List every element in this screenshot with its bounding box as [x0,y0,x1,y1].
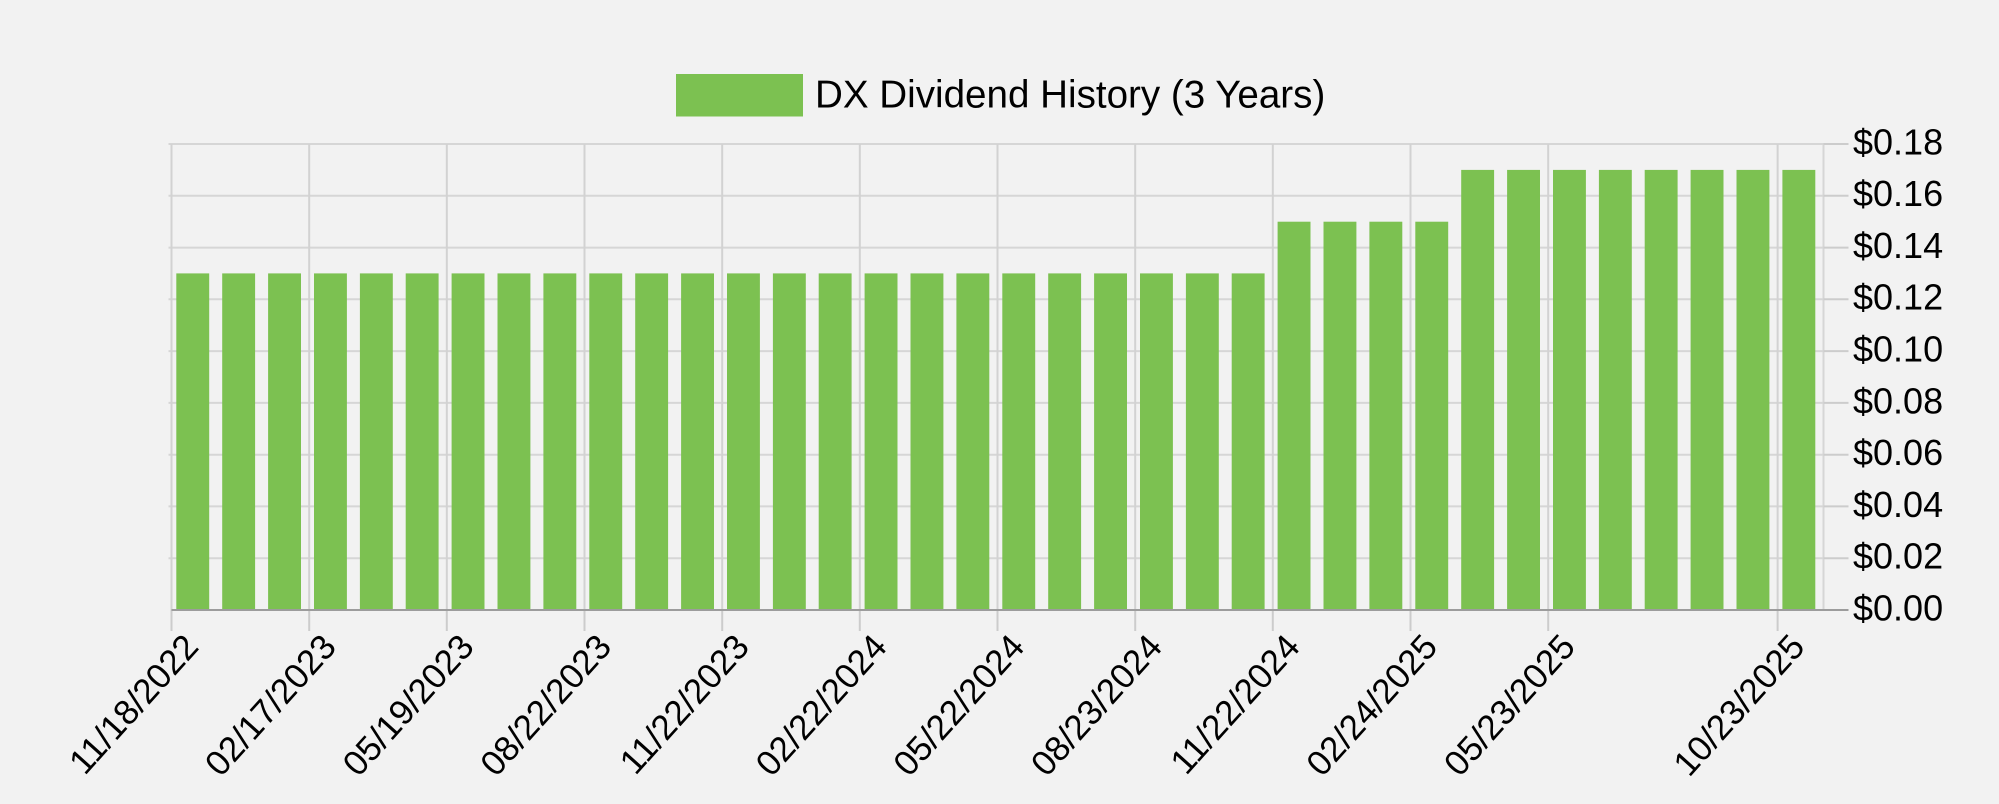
svg-text:$0.10: $0.10 [1853,329,1943,370]
svg-text:$0.12: $0.12 [1853,277,1943,318]
svg-text:DX Dividend History (3 Years): DX Dividend History (3 Years) [815,74,1325,117]
svg-text:$0.04: $0.04 [1853,484,1943,525]
svg-text:$0.00: $0.00 [1853,587,1943,628]
svg-text:$0.06: $0.06 [1853,432,1943,473]
svg-text:$0.08: $0.08 [1853,380,1943,421]
svg-text:$0.14: $0.14 [1853,225,1943,266]
svg-text:$0.02: $0.02 [1853,536,1943,577]
svg-text:$0.18: $0.18 [1853,121,1943,162]
svg-text:$0.16: $0.16 [1853,173,1943,214]
